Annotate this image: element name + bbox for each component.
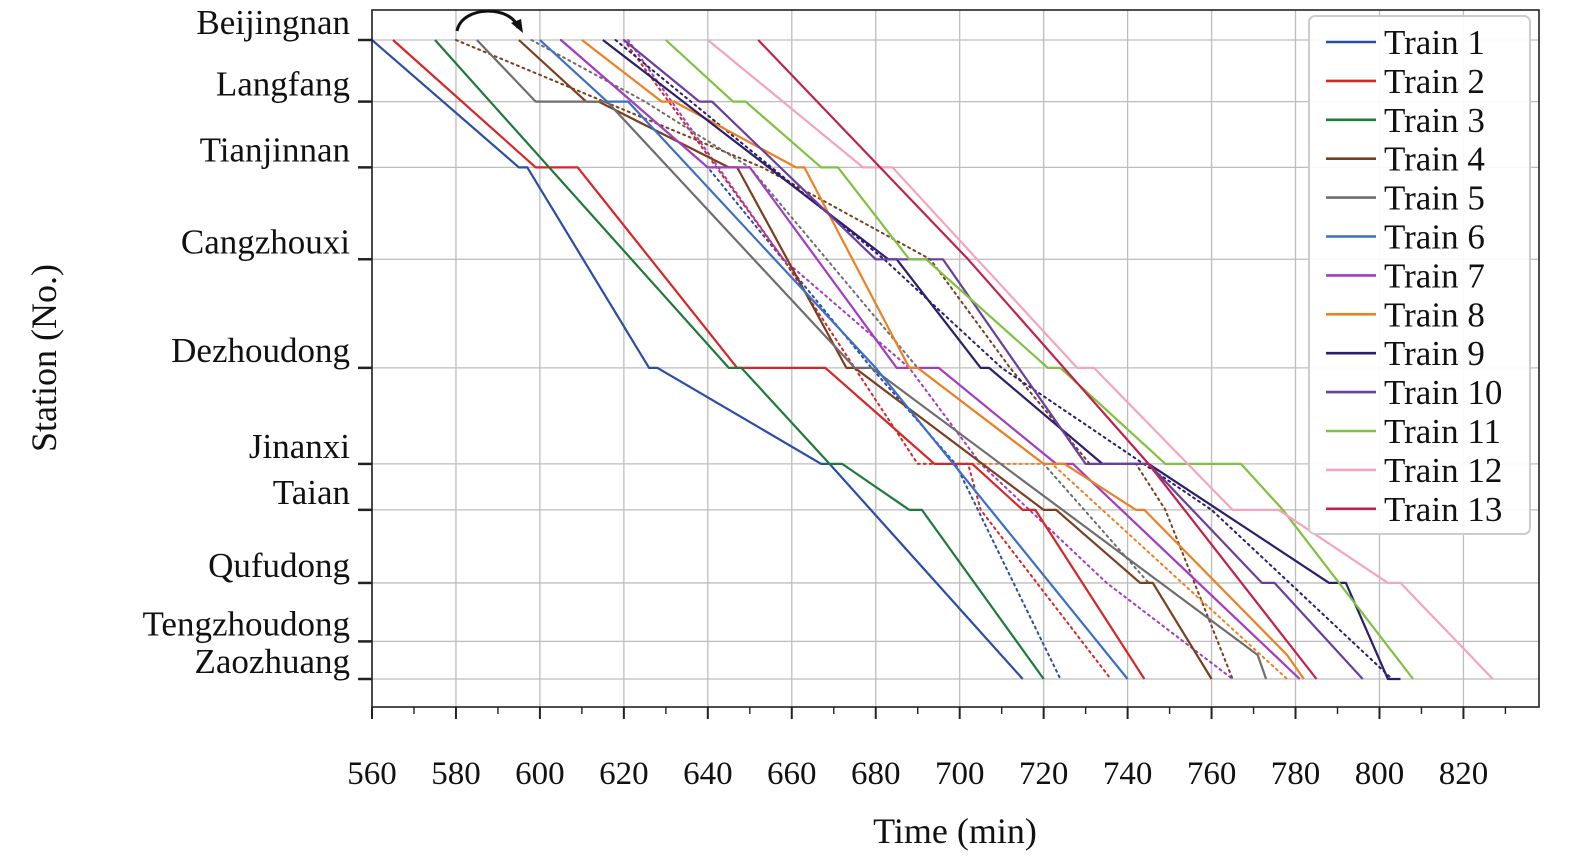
legend-entry: Train 9 bbox=[1384, 334, 1485, 373]
y-axis-ticks: Beijingnan Langfang Tianjinnan Cangzhouxi De… bbox=[142, 3, 372, 681]
legend-entry: Train 2 bbox=[1384, 62, 1485, 101]
legend-entry: Train 7 bbox=[1384, 256, 1485, 295]
y-axis-label: Station (No.) bbox=[24, 264, 64, 452]
x-tick-label: 640 bbox=[683, 756, 733, 792]
station-label: Langfang bbox=[216, 65, 350, 104]
station-label: Cangzhouxi bbox=[181, 222, 350, 261]
legend-entry: Train 8 bbox=[1384, 295, 1485, 334]
series-line bbox=[707, 39, 1494, 680]
legend-entry: Train 1 bbox=[1384, 23, 1485, 62]
x-tick-label: 800 bbox=[1355, 756, 1405, 792]
dotted-series-line bbox=[559, 39, 1062, 680]
series-line bbox=[392, 39, 1146, 680]
x-tick-label: 820 bbox=[1439, 756, 1489, 792]
legend-entry: Train 6 bbox=[1384, 218, 1485, 257]
x-tick-label: 660 bbox=[767, 756, 817, 792]
arrow-head-icon bbox=[511, 19, 523, 33]
series-line bbox=[623, 39, 1364, 680]
series-line bbox=[476, 39, 1268, 680]
legend-box bbox=[1308, 15, 1531, 535]
x-tick-label: 620 bbox=[599, 756, 649, 792]
x-tick-label: 720 bbox=[1019, 756, 1069, 792]
x-axis-ticks: 560 580 600 620 640 660 680 700 720 740 760 780 800 8… bbox=[347, 707, 1507, 792]
station-label: Dezhoudong bbox=[171, 331, 350, 370]
dotted-series-line bbox=[530, 39, 1150, 584]
series-lines-group bbox=[371, 39, 1494, 681]
station-label: Tianjinnan bbox=[200, 130, 350, 169]
station-label: Zaozhuang bbox=[195, 642, 350, 681]
station-label: Taian bbox=[273, 473, 350, 512]
legend-entry: Train 10 bbox=[1384, 373, 1502, 412]
legend-entry: Train 4 bbox=[1384, 140, 1485, 179]
plot-area-frame bbox=[371, 9, 1540, 708]
legend-entry: Train 13 bbox=[1384, 490, 1502, 529]
curved-arrow-icon bbox=[455, 9, 520, 32]
x-tick-label: 600 bbox=[515, 756, 565, 792]
legend-entry: Train 12 bbox=[1384, 451, 1502, 490]
legend-entry: Train 3 bbox=[1384, 101, 1485, 140]
legend-entry: Train 11 bbox=[1384, 412, 1501, 451]
x-tick-label: 740 bbox=[1103, 756, 1153, 792]
station-label: Beijingnan bbox=[196, 3, 350, 42]
series-line bbox=[581, 39, 1305, 680]
legend-entry: Train 5 bbox=[1384, 179, 1485, 218]
x-tick-label: 780 bbox=[1271, 756, 1321, 792]
x-tick-label: 700 bbox=[935, 756, 985, 792]
x-axis-label: Time (min) bbox=[873, 811, 1037, 851]
x-tick-label: 760 bbox=[1187, 756, 1237, 792]
station-label: Qufudong bbox=[208, 546, 350, 585]
station-label: Jinanxi bbox=[249, 427, 350, 466]
x-tick-label: 680 bbox=[851, 756, 901, 792]
station-label: Tengzhoudong bbox=[142, 604, 350, 643]
dotted-series-line bbox=[455, 39, 1234, 680]
series-line bbox=[757, 39, 1318, 680]
series-line bbox=[434, 39, 1045, 680]
series-line bbox=[539, 39, 1129, 680]
dotted-series-line bbox=[614, 39, 1394, 680]
x-tick-label: 580 bbox=[431, 756, 481, 792]
dotted-series-line bbox=[627, 39, 1234, 680]
curved-arrow-annotation bbox=[455, 9, 523, 33]
x-tick-label: 560 bbox=[347, 756, 397, 792]
series-line bbox=[665, 39, 1414, 680]
